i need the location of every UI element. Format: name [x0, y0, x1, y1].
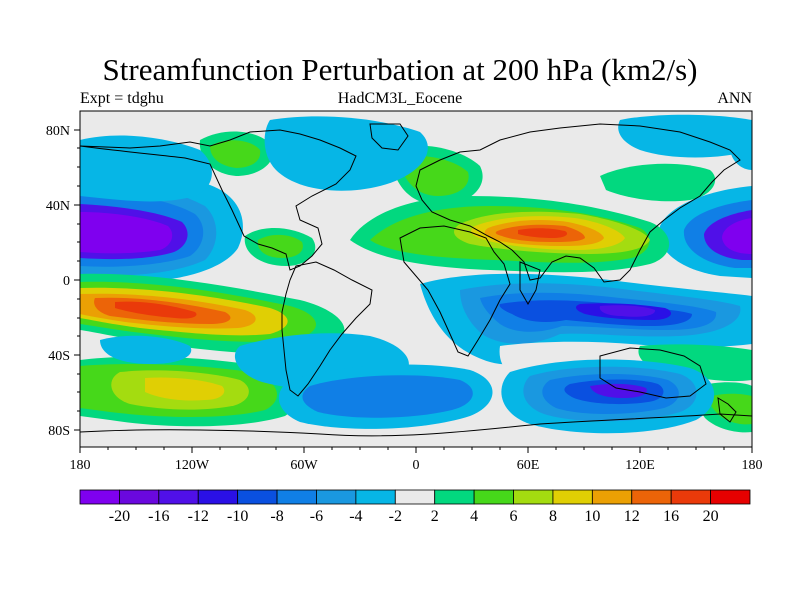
- colorbar-swatch: [119, 489, 160, 505]
- negative-lobe-southern-ocean: [501, 359, 715, 434]
- colorbar-swatch: [552, 489, 593, 505]
- colorbar-swatch: [237, 489, 278, 505]
- lon-label-180e: 180: [742, 458, 763, 473]
- colorbar-level-label: 2: [431, 508, 439, 525]
- colorbar-swatch: [355, 489, 396, 505]
- negative-lobe-east-edge: [659, 186, 752, 278]
- coast-africa: [399, 225, 511, 357]
- colorbar-level-label: 6: [510, 508, 518, 525]
- longitude-ticks: [79, 447, 753, 453]
- coast-antarctica: [80, 413, 752, 437]
- lon-label-60w: 60W: [290, 458, 318, 473]
- colorbar-level-label: -20: [109, 508, 130, 525]
- colorbar-swatch: [316, 489, 357, 505]
- colorbar-swatch: [394, 489, 436, 505]
- lat-label-80n: 80N: [46, 124, 70, 139]
- coast-south-america: [281, 261, 373, 397]
- colorbar-level-label: 12: [624, 508, 640, 525]
- colorbar-level-label: -8: [270, 508, 283, 525]
- colorbar-swatch: [473, 489, 514, 505]
- colorbar-level-label: -16: [148, 508, 169, 525]
- contour-field: [80, 111, 752, 447]
- lat-label-40n: 40N: [46, 199, 70, 214]
- lat-label-40s: 40S: [48, 349, 70, 364]
- experiment-label: Expt = tdghu: [80, 90, 164, 107]
- colorbar-swatch: [158, 489, 199, 505]
- lon-label-180w: 180: [70, 458, 91, 473]
- negative-lobe-indian-ocean: [420, 273, 752, 365]
- colorbar-level-label: -10: [227, 508, 248, 525]
- colorbar-swatch: [710, 489, 751, 505]
- lat-label-80s: 80S: [48, 424, 70, 439]
- negative-lobe-south-atlantic: [100, 333, 493, 429]
- colorbar-level-label: -4: [349, 508, 362, 525]
- coast-eurasia: [415, 123, 741, 283]
- positive-lobe-south-pacific: [80, 273, 345, 354]
- colorbar-swatch: [591, 489, 633, 505]
- colorbar-level-label: 20: [703, 508, 719, 525]
- model-label: HadCM3L_Eocene: [337, 90, 463, 107]
- lon-label-120w: 120W: [175, 458, 210, 473]
- colorbar-level-label: -2: [389, 508, 402, 525]
- colorbar-level-label: -12: [188, 508, 209, 525]
- positive-lobe-central-america: [244, 227, 316, 266]
- coastlines: [80, 123, 752, 437]
- positive-lobe-north-pacific: [199, 131, 274, 176]
- colorbar-level-label: 8: [549, 508, 557, 525]
- latitude-ticks: [74, 129, 80, 431]
- lon-label-120e: 120E: [625, 458, 655, 473]
- colorbar-level-label: 16: [663, 508, 679, 525]
- season-label: ANN: [717, 90, 752, 107]
- colorbar-swatch: [513, 489, 554, 505]
- latitude-labels: 80N 40N 0 40S 80S: [46, 124, 70, 439]
- colorbar-swatch: [434, 489, 475, 505]
- colorbar-level-label: 4: [470, 508, 478, 525]
- colorbar-swatch: [79, 489, 120, 505]
- coast-india: [519, 261, 541, 306]
- colorbar: -20 -16 -12 -10 -8 -6 -4 -2 2 4 6 8 10 12 16 20: [79, 489, 751, 525]
- lon-label-0: 0: [413, 458, 420, 473]
- lat-label-0: 0: [63, 274, 70, 289]
- longitude-labels: 180 120W 60W 0 60E 120E 180: [70, 458, 763, 473]
- colorbar-swatch: [197, 489, 239, 505]
- negative-lobe-north-america: [80, 114, 752, 202]
- coast-greenland: [369, 123, 409, 151]
- positive-lobe-southern-ocean: [80, 356, 299, 427]
- colorbar-level-label: -6: [310, 508, 323, 525]
- colorbar-swatch: [631, 489, 672, 505]
- colorbar-swatch: [276, 489, 317, 505]
- colorbar-level-label: 10: [584, 508, 600, 525]
- coast-north-america: [80, 129, 357, 271]
- lon-label-60e: 60E: [517, 458, 540, 473]
- coast-new-zealand: [717, 397, 737, 423]
- colorbar-swatch: [670, 489, 711, 505]
- coast-australia: [599, 347, 707, 399]
- plot-title: Streamfunction Perturbation at 200 hPa (…: [102, 52, 698, 87]
